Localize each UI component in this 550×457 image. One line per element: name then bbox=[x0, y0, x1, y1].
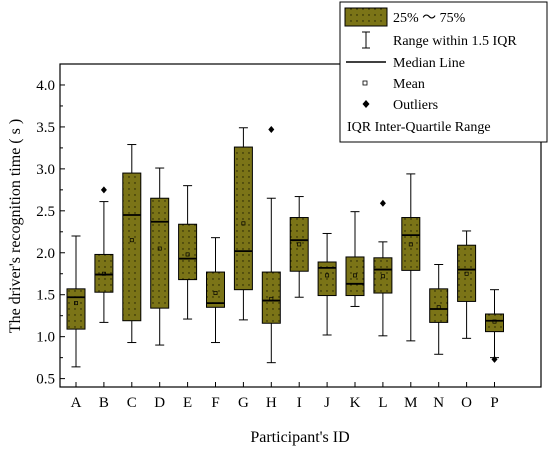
x-tick-label: L bbox=[378, 395, 387, 411]
x-tick-label: K bbox=[350, 395, 361, 411]
legend-box-swatch bbox=[344, 7, 388, 27]
y-tick-label: 3.5 bbox=[36, 120, 55, 136]
y-tick-label: 3.0 bbox=[36, 162, 55, 178]
mean-marker bbox=[269, 296, 274, 301]
box-B: B bbox=[94, 186, 114, 411]
box-I: I bbox=[289, 196, 309, 411]
outlier-point bbox=[268, 125, 275, 133]
x-tick-label: I bbox=[297, 395, 302, 411]
iqr-box bbox=[233, 146, 253, 291]
mean-marker bbox=[185, 252, 190, 257]
box-P: P bbox=[485, 289, 504, 411]
y-tick-label: 2.0 bbox=[36, 246, 55, 262]
x-tick-label: O bbox=[461, 395, 472, 411]
x-tick-label: G bbox=[238, 395, 249, 411]
outlier-point bbox=[100, 186, 107, 194]
mean-marker bbox=[129, 238, 134, 243]
box-D: D bbox=[150, 167, 170, 411]
x-tick-label: D bbox=[154, 395, 165, 411]
plot-frame bbox=[59, 63, 542, 388]
box-J: J bbox=[317, 232, 337, 411]
outlier-point bbox=[379, 199, 386, 207]
mean-marker bbox=[325, 273, 330, 278]
box-L: L bbox=[373, 199, 393, 411]
y-tick-label: 2.5 bbox=[36, 204, 55, 220]
legend-label-box: 25% ～ 75% bbox=[393, 11, 466, 26]
mean-marker bbox=[464, 271, 469, 276]
mean-marker bbox=[101, 271, 106, 276]
iqr-box bbox=[122, 172, 142, 322]
x-axis-label: Participant's ID bbox=[250, 429, 349, 446]
iqr-box bbox=[178, 223, 198, 281]
legend-label-range: Range within 1.5 IQR bbox=[393, 34, 517, 49]
mean-marker bbox=[74, 301, 78, 306]
box-N: N bbox=[429, 264, 449, 411]
x-tick-label: B bbox=[99, 395, 109, 411]
mean-marker bbox=[157, 246, 162, 251]
x-tick-label: E bbox=[183, 395, 192, 411]
iqr-box bbox=[345, 256, 365, 297]
box-O: O bbox=[457, 230, 477, 411]
mean-marker bbox=[492, 319, 497, 324]
x-tick-label: P bbox=[490, 395, 498, 411]
outlier-point bbox=[491, 355, 498, 363]
mean-marker bbox=[353, 273, 357, 278]
iqr-box bbox=[150, 197, 170, 309]
y-axis-label: The driver's recognition time ( s ) bbox=[7, 119, 24, 333]
legend-label-outliers: Outliers bbox=[393, 98, 438, 113]
x-tick-label: M bbox=[404, 395, 417, 411]
iqr-box bbox=[373, 257, 393, 294]
iqr-box bbox=[94, 253, 114, 293]
iqr-box bbox=[457, 244, 477, 302]
x-tick-label: F bbox=[211, 395, 219, 411]
box-H: H bbox=[261, 125, 281, 411]
iqr-box bbox=[206, 271, 225, 308]
box-G: G bbox=[233, 127, 253, 411]
legend: 25% ～ 75% Range within 1.5 IQR Median Line… bbox=[339, 1, 548, 143]
x-tick-label: J bbox=[324, 395, 330, 411]
legend-label-iqr: IQR Inter-Quartile Range bbox=[347, 120, 491, 135]
y-tick-label: 1.0 bbox=[36, 330, 55, 346]
mean-marker bbox=[213, 291, 218, 295]
mean-marker bbox=[297, 242, 302, 247]
mean-marker bbox=[241, 221, 246, 226]
mean-marker bbox=[380, 274, 385, 279]
y-tick-label: 1.5 bbox=[36, 288, 55, 304]
box-A: A bbox=[66, 235, 86, 411]
x-tick-label: H bbox=[266, 395, 277, 411]
mean-marker bbox=[436, 305, 441, 310]
box-C: C bbox=[122, 144, 142, 411]
legend-mean-swatch bbox=[362, 80, 368, 86]
legend-outlier-swatch bbox=[362, 100, 370, 108]
x-tick-label: C bbox=[127, 395, 137, 411]
x-tick-label: N bbox=[433, 395, 444, 411]
mean-marker bbox=[408, 242, 413, 247]
legend-label-median: Median Line bbox=[393, 56, 465, 71]
x-tick-label: A bbox=[71, 395, 82, 411]
y-tick-label: 4.0 bbox=[36, 78, 55, 94]
iqr-box bbox=[317, 261, 337, 297]
legend-label-mean: Mean bbox=[393, 77, 425, 92]
box-F: F bbox=[206, 237, 225, 411]
y-tick-label: 0.5 bbox=[36, 372, 55, 388]
iqr-box bbox=[289, 217, 309, 272]
box-E: E bbox=[178, 185, 198, 411]
iqr-box bbox=[401, 217, 421, 271]
box-K: K bbox=[345, 211, 365, 411]
iqr-box bbox=[66, 288, 86, 330]
box-M: M bbox=[401, 173, 421, 411]
